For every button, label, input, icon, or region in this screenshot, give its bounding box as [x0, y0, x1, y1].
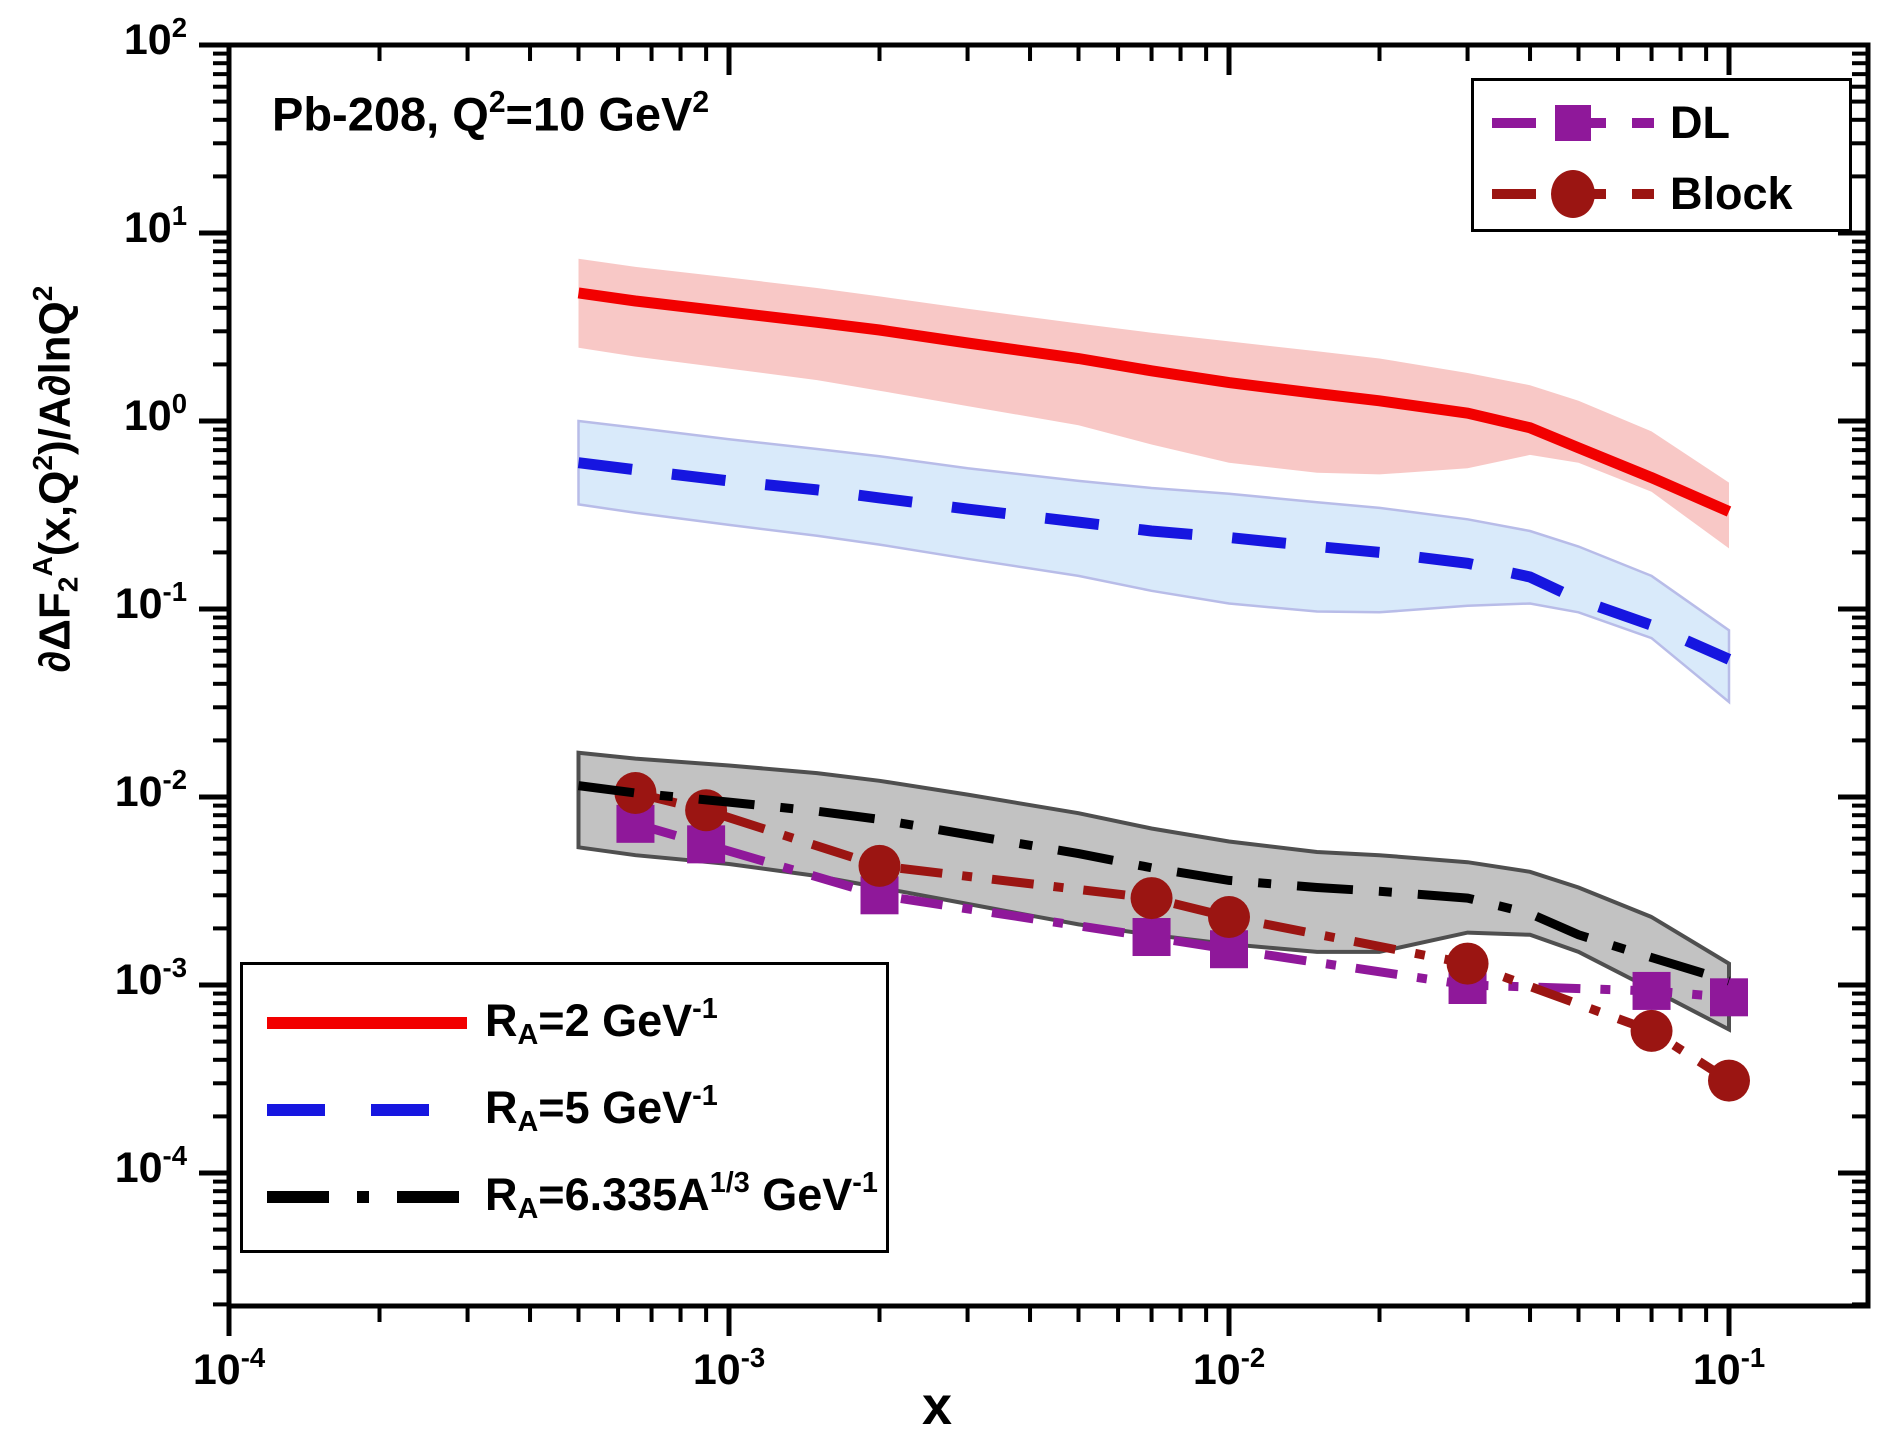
dl-square-marker — [687, 825, 726, 864]
y-label-sup: 2 — [27, 285, 58, 302]
plot-frame — [226, 42, 1871, 1309]
block-circle-marker — [1708, 1059, 1750, 1102]
title-sup-2: 2 — [692, 86, 710, 119]
uncertainty-band-blue_band — [577, 419, 1731, 705]
red-line-sample-icon — [267, 1016, 467, 1029]
x-tick-label: 10-4 — [192, 1342, 266, 1395]
block-circle-marker — [614, 772, 657, 815]
title-sup-1: 2 — [488, 86, 506, 119]
legend-label-ra2: RA=2 GeV-1 — [485, 993, 718, 1051]
y-label-sup: 2 — [27, 454, 58, 471]
y-tick-label: 102 — [123, 12, 187, 65]
legend-item-dl: DL — [1488, 87, 1849, 158]
block-series-line — [634, 788, 1732, 1085]
title-text-2: =10 GeV — [505, 87, 693, 141]
block-circle-marker — [1208, 895, 1250, 938]
legend-item-block: Block — [1488, 158, 1849, 229]
y-tick-label: 10-4 — [114, 1140, 187, 1193]
y-tick-label: 10-1 — [114, 576, 187, 629]
block-line-sample-icon — [1492, 169, 1654, 218]
dl-line-sample-icon — [1492, 104, 1654, 141]
legend-label-dl: DL — [1670, 96, 1730, 148]
block-circle-marker — [1130, 877, 1173, 920]
dl-square-marker — [1632, 971, 1671, 1010]
plot-title: Pb-208, Q2=10 GeV2 — [272, 86, 709, 142]
title-text: Pb-208, Q — [272, 87, 489, 141]
block-circle-marker — [1630, 1009, 1673, 1052]
legend-label-block: Block — [1670, 167, 1793, 219]
legend-label-ra5: RA=5 GeV-1 — [485, 1080, 718, 1138]
curve-red_line — [577, 287, 1732, 517]
legend-label-ra-a13: RA=6.335A1/3 GeV-1 — [485, 1167, 878, 1225]
y-tick-label: 10-2 — [114, 764, 187, 817]
x-tick-label: 10-1 — [1692, 1342, 1766, 1395]
y-tick-label: 101 — [123, 200, 187, 253]
legend-curves: RA=2 GeV-1 RA=5 GeV-1 RA=6.335A1/3 GeV-1 — [240, 962, 889, 1253]
dl-square-marker — [1710, 978, 1748, 1017]
block-circle-marker — [1446, 942, 1489, 985]
x-tick-label: 10-2 — [1192, 1342, 1266, 1395]
legend-item-ra-a13: RA=6.335A1/3 GeV-1 — [261, 1153, 886, 1240]
x-axis-label-text: x — [922, 1376, 953, 1436]
curve-blue_line — [577, 457, 1732, 665]
x-axis-label: x — [922, 1375, 952, 1437]
legend-markers: DL Block — [1471, 78, 1852, 232]
legend-item-ra2: RA=2 GeV-1 — [261, 979, 886, 1066]
curve-black_line — [577, 781, 1731, 986]
y-label-sup: A — [27, 556, 58, 577]
block-circle-marker — [858, 844, 901, 887]
x-tick-label: 10-3 — [692, 1342, 766, 1395]
y-label-part: (x,Q — [30, 470, 80, 557]
dl-series-line — [634, 819, 1730, 1002]
blue-line-sample-icon — [267, 1103, 467, 1116]
y-tick-label: 10-3 — [114, 952, 187, 1005]
y-tick-label: 100 — [123, 388, 187, 441]
dl-square-marker — [1132, 918, 1171, 957]
legend-item-ra5: RA=5 GeV-1 — [261, 1066, 886, 1153]
black-line-sample-icon — [267, 1190, 467, 1203]
